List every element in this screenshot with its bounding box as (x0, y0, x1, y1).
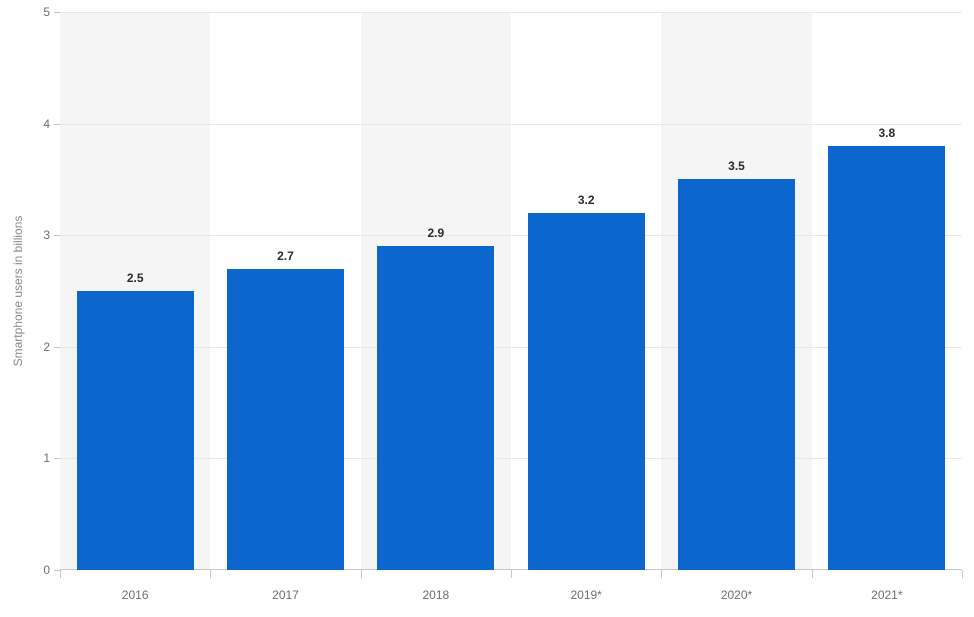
bar (828, 146, 945, 570)
x-tick-mark (661, 570, 662, 578)
x-tick-label: 2021* (871, 588, 902, 602)
gridline (60, 235, 962, 236)
y-axis-title: Smartphone users in billions (11, 216, 25, 367)
y-tick-label: 0 (43, 563, 50, 577)
x-tick-label: 2019* (570, 588, 601, 602)
x-tick-mark (210, 570, 211, 578)
bar (528, 213, 645, 570)
bar-value-label: 2.9 (427, 226, 444, 240)
x-tick-mark (361, 570, 362, 578)
x-tick-mark (962, 570, 963, 578)
y-tick-label: 2 (43, 340, 50, 354)
y-tick-mark (54, 458, 60, 459)
bar-value-label: 3.5 (728, 159, 745, 173)
x-tick-mark (60, 570, 61, 578)
y-tick-mark (54, 124, 60, 125)
bar (377, 246, 494, 570)
y-tick-label: 3 (43, 228, 50, 242)
x-tick-label: 2020* (721, 588, 752, 602)
bar-value-label: 3.2 (578, 193, 595, 207)
gridline (60, 458, 962, 459)
x-tick-mark (511, 570, 512, 578)
y-tick-mark (54, 235, 60, 236)
gridline (60, 347, 962, 348)
x-tick-label: 2017 (272, 588, 299, 602)
x-tick-label: 2018 (422, 588, 449, 602)
gridline (60, 124, 962, 125)
bar-value-label: 2.7 (277, 249, 294, 263)
bar-value-label: 2.5 (127, 271, 144, 285)
bar (227, 269, 344, 570)
y-tick-label: 1 (43, 451, 50, 465)
gridline (60, 12, 962, 13)
bar (678, 179, 795, 570)
y-tick-mark (54, 12, 60, 13)
plot-area: 2.5 2.7 2.9 3.2 3.5 3.8 (60, 12, 962, 570)
chart-container: Smartphone users in billions 2.5 2.7 2.9 3.… (0, 0, 974, 617)
bar (77, 291, 194, 570)
y-tick-label: 4 (43, 117, 50, 131)
y-tick-mark (54, 347, 60, 348)
x-tick-label: 2016 (122, 588, 149, 602)
bar-value-label: 3.8 (878, 126, 895, 140)
y-tick-label: 5 (43, 5, 50, 19)
x-tick-mark (812, 570, 813, 578)
